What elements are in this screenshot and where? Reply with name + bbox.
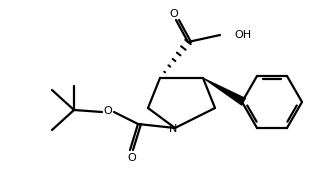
Text: O: O	[104, 106, 113, 116]
Text: O: O	[128, 153, 136, 163]
Text: OH: OH	[234, 30, 251, 40]
Polygon shape	[203, 78, 246, 106]
Text: O: O	[170, 9, 179, 19]
Text: N: N	[169, 124, 177, 134]
